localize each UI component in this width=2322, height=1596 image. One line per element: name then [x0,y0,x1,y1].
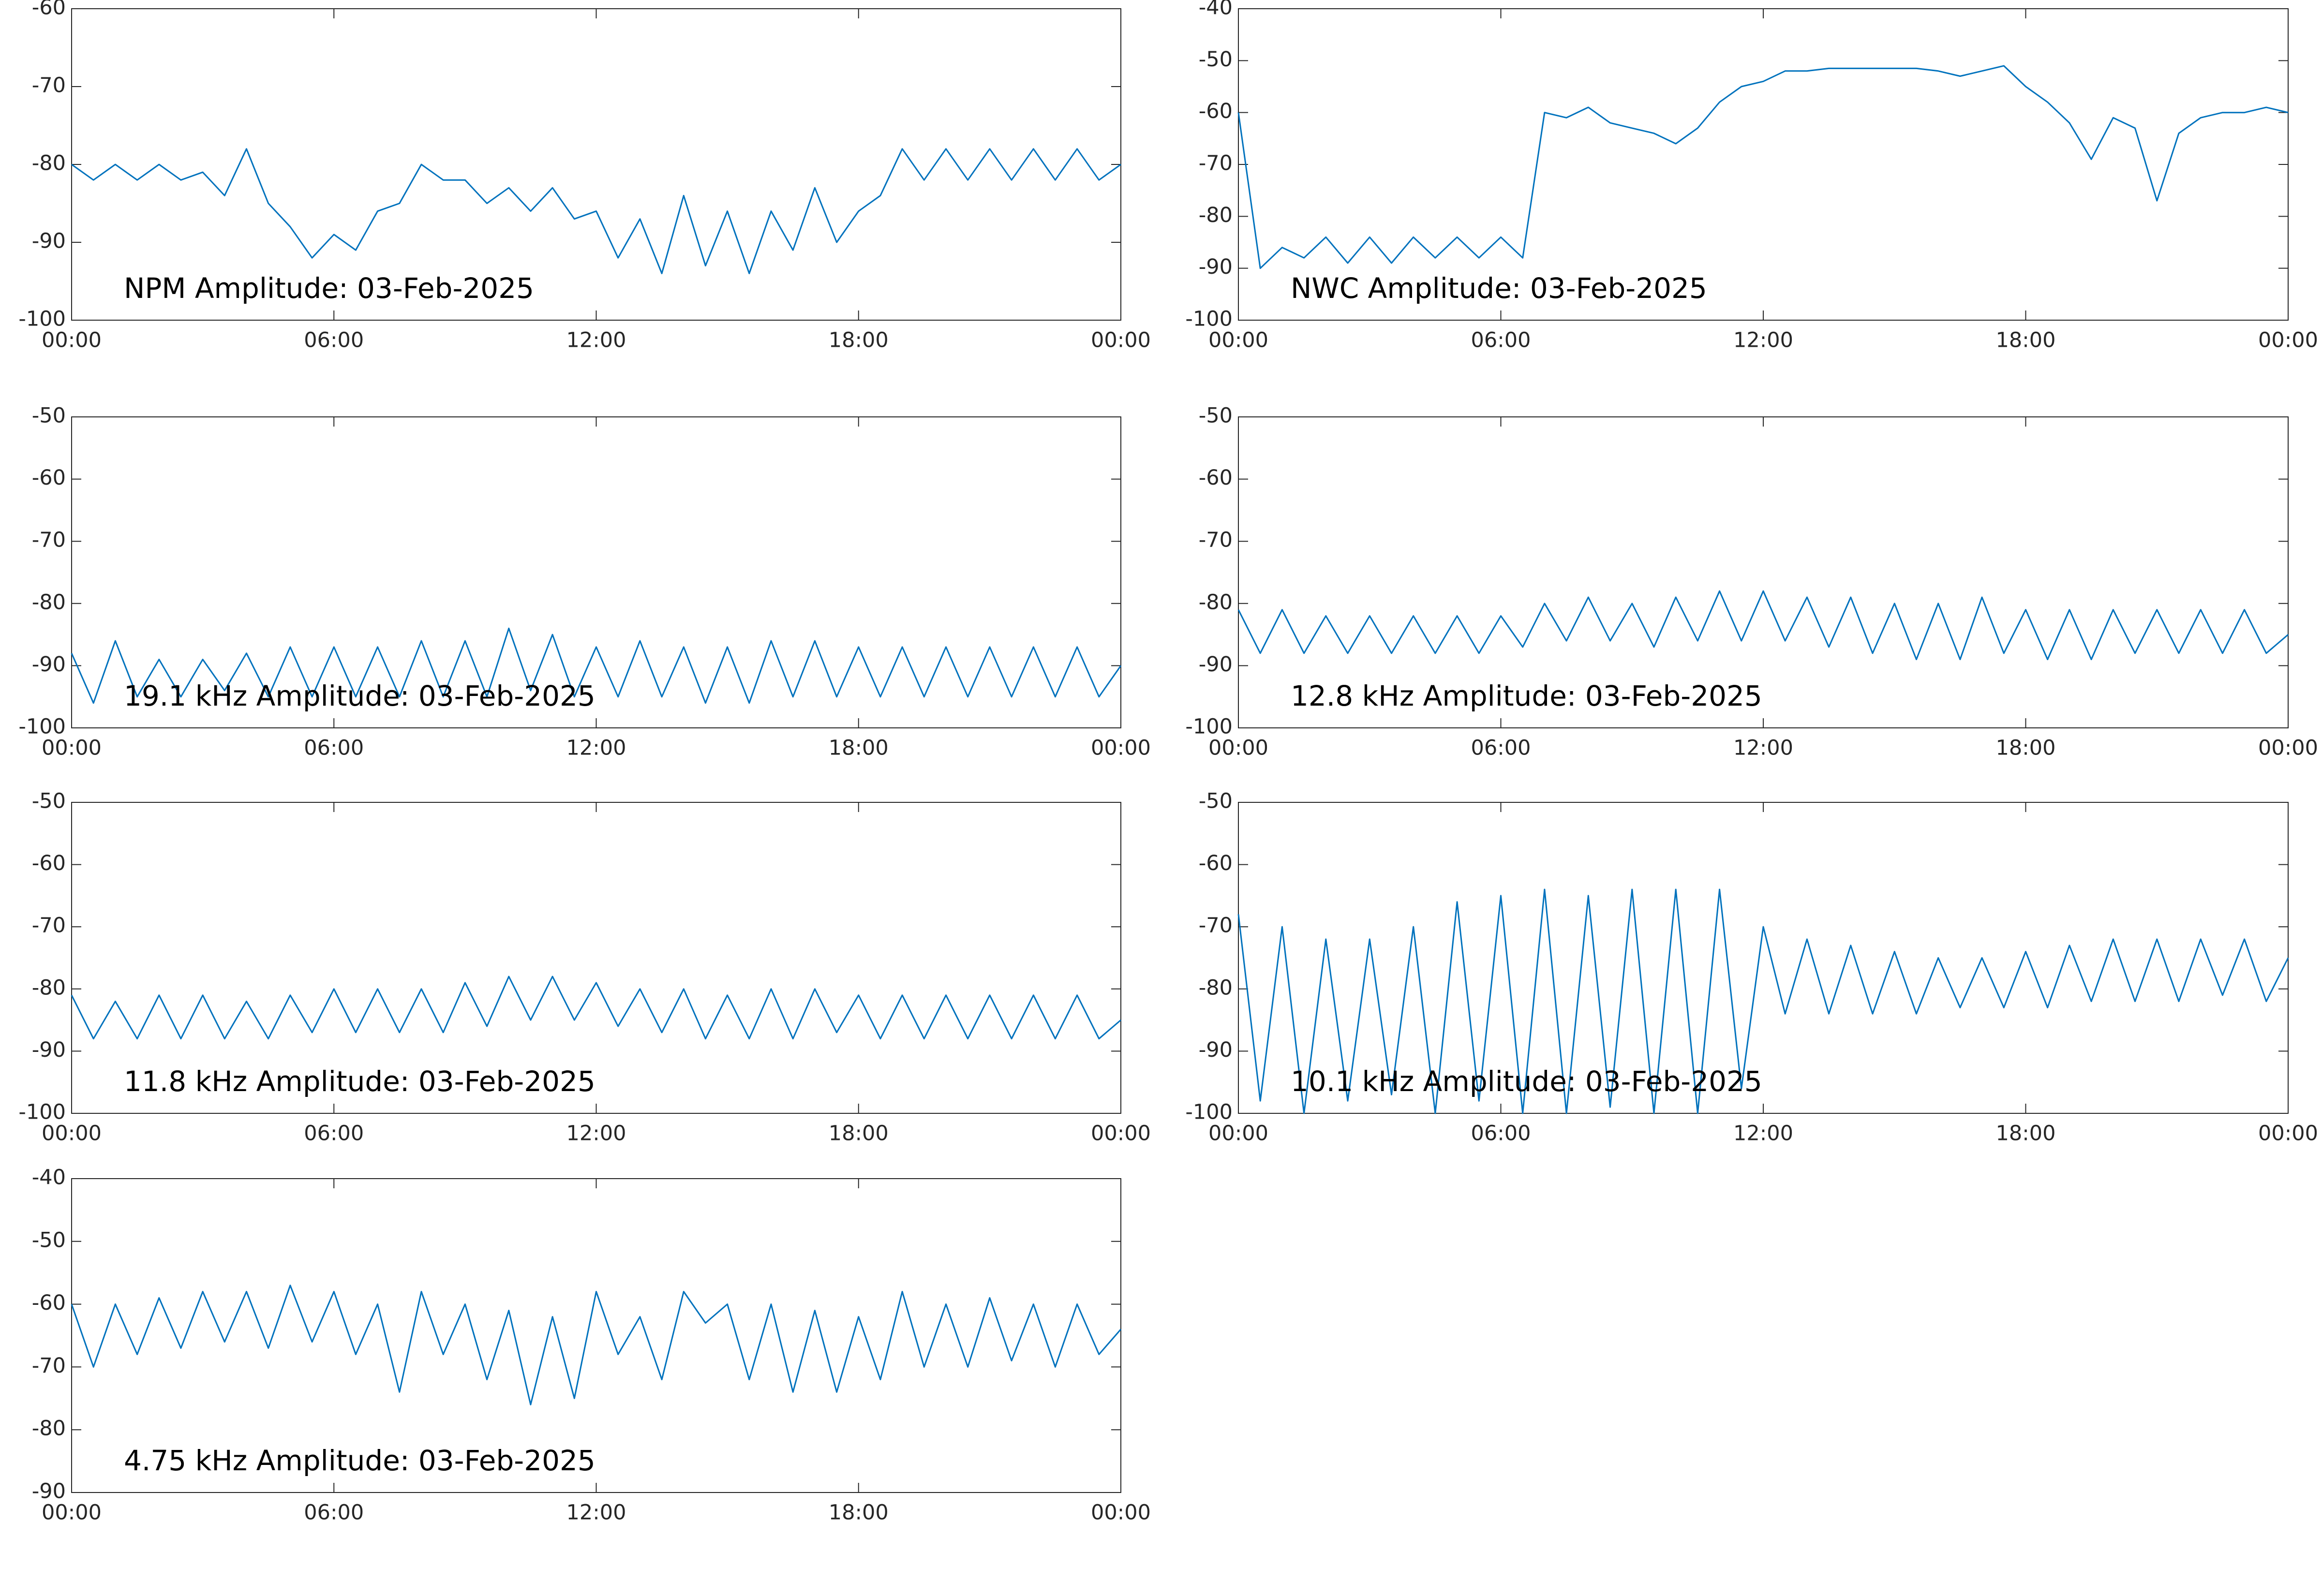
y-tick-label: -80 [32,1417,66,1441]
y-tick-label: -80 [1199,203,1233,227]
y-tick-label: -70 [1199,914,1233,938]
x-tick-label: 00:00 [42,736,102,760]
data-line [1237,888,2289,1114]
x-tick-label: 18:00 [829,328,889,353]
y-tick-label: -50 [32,789,66,813]
y-tick-label: -90 [32,1038,66,1062]
y-tick-label: -70 [32,528,66,552]
x-tick-label: 12:00 [566,736,626,760]
x-tick-label: 18:00 [1996,328,2056,353]
y-tick-label: -90 [1199,652,1233,677]
y-tick-label: -70 [1199,151,1233,176]
chart-title: 11.8 kHz Amplitude: 03-Feb-2025 [124,1065,595,1098]
x-tick-label: 00:00 [1091,1501,1151,1525]
y-tick-label: -50 [32,1228,66,1252]
x-tick-label: 18:00 [1996,1122,2056,1146]
x-tick-label: 00:00 [42,1501,102,1525]
plot-area [71,416,1121,728]
data-line [1237,65,2289,269]
y-tick-label: -80 [1199,590,1233,614]
x-tick-label: 12:00 [1733,328,1793,353]
y-tick-label: -70 [32,914,66,938]
y-tick-label: -70 [32,74,66,98]
x-tick-label: 06:00 [304,1122,364,1146]
x-tick-label: 06:00 [304,328,364,353]
x-tick-label: 12:00 [566,328,626,353]
x-tick-label: 12:00 [566,1122,626,1146]
x-tick-label: 18:00 [829,736,889,760]
y-tick-label: -100 [18,715,66,739]
plot-area [71,8,1121,321]
x-tick-label: 00:00 [2258,328,2318,353]
data-line [71,1285,1122,1405]
y-tick-label: -100 [1185,307,1233,331]
y-tick-label: -50 [32,404,66,428]
x-tick-label: 18:00 [829,1501,889,1525]
y-tick-label: -90 [32,229,66,253]
y-tick-label: -60 [32,851,66,875]
plot-area [1238,416,2289,728]
y-tick-label: -70 [32,1354,66,1378]
x-tick-label: 00:00 [2258,1122,2318,1146]
chart-title: NWC Amplitude: 03-Feb-2025 [1291,272,1707,305]
y-tick-label: -80 [32,590,66,614]
x-tick-label: 06:00 [304,1501,364,1525]
chart-title: 4.75 kHz Amplitude: 03-Feb-2025 [124,1444,595,1477]
x-tick-label: 18:00 [1996,736,2056,760]
y-tick-label: -90 [32,1479,66,1504]
x-tick-label: 06:00 [1471,328,1531,353]
y-tick-label: -80 [32,151,66,176]
y-tick-label: -90 [32,652,66,677]
chart-title: NPM Amplitude: 03-Feb-2025 [124,272,534,305]
y-tick-label: -80 [32,975,66,1000]
chart-title: 10.1 kHz Amplitude: 03-Feb-2025 [1291,1065,1762,1098]
y-tick-label: -100 [1185,1100,1233,1124]
x-tick-label: 00:00 [42,328,102,353]
y-tick-label: -100 [18,307,66,331]
y-tick-label: -90 [1199,1038,1233,1062]
y-tick-label: -60 [32,1291,66,1315]
x-tick-label: 00:00 [42,1122,102,1146]
x-tick-label: 00:00 [1208,1122,1268,1146]
y-tick-label: -50 [1199,47,1233,72]
data-line [71,148,1121,274]
y-tick-label: -60 [1199,99,1233,123]
x-tick-label: 00:00 [1091,328,1151,353]
x-tick-label: 00:00 [1091,736,1151,760]
y-tick-label: -40 [32,1166,66,1190]
plot-area [1238,8,2289,321]
y-tick-label: -60 [1199,466,1233,490]
y-tick-label: -100 [18,1100,66,1124]
y-tick-label: -60 [32,466,66,490]
x-tick-label: 06:00 [1471,1122,1531,1146]
x-tick-label: 12:00 [1733,1122,1793,1146]
x-tick-label: 06:00 [304,736,364,760]
y-tick-label: -90 [1199,255,1233,279]
plot-area [71,1178,1121,1493]
plot-area [71,802,1121,1114]
x-tick-label: 00:00 [2258,736,2318,760]
chart-title: 19.1 kHz Amplitude: 03-Feb-2025 [124,680,595,712]
data-line [71,975,1121,1040]
x-tick-label: 18:00 [829,1122,889,1146]
x-tick-label: 12:00 [566,1501,626,1525]
y-tick-label: -70 [1199,528,1233,552]
x-tick-label: 00:00 [1208,736,1268,760]
chart-title: 12.8 kHz Amplitude: 03-Feb-2025 [1291,680,1762,712]
y-tick-label: -50 [1199,404,1233,428]
y-tick-label: -60 [32,0,66,20]
data-line [71,627,1122,704]
x-tick-label: 00:00 [1208,328,1268,353]
y-tick-label: -100 [1185,715,1233,739]
y-tick-label: -80 [1199,975,1233,1000]
data-line [1237,590,2289,660]
x-tick-label: 00:00 [1091,1122,1151,1146]
x-tick-label: 06:00 [1471,736,1531,760]
y-tick-label: -40 [1199,0,1233,20]
x-tick-label: 12:00 [1733,736,1793,760]
y-tick-label: -50 [1199,789,1233,813]
y-tick-label: -60 [1199,851,1233,875]
